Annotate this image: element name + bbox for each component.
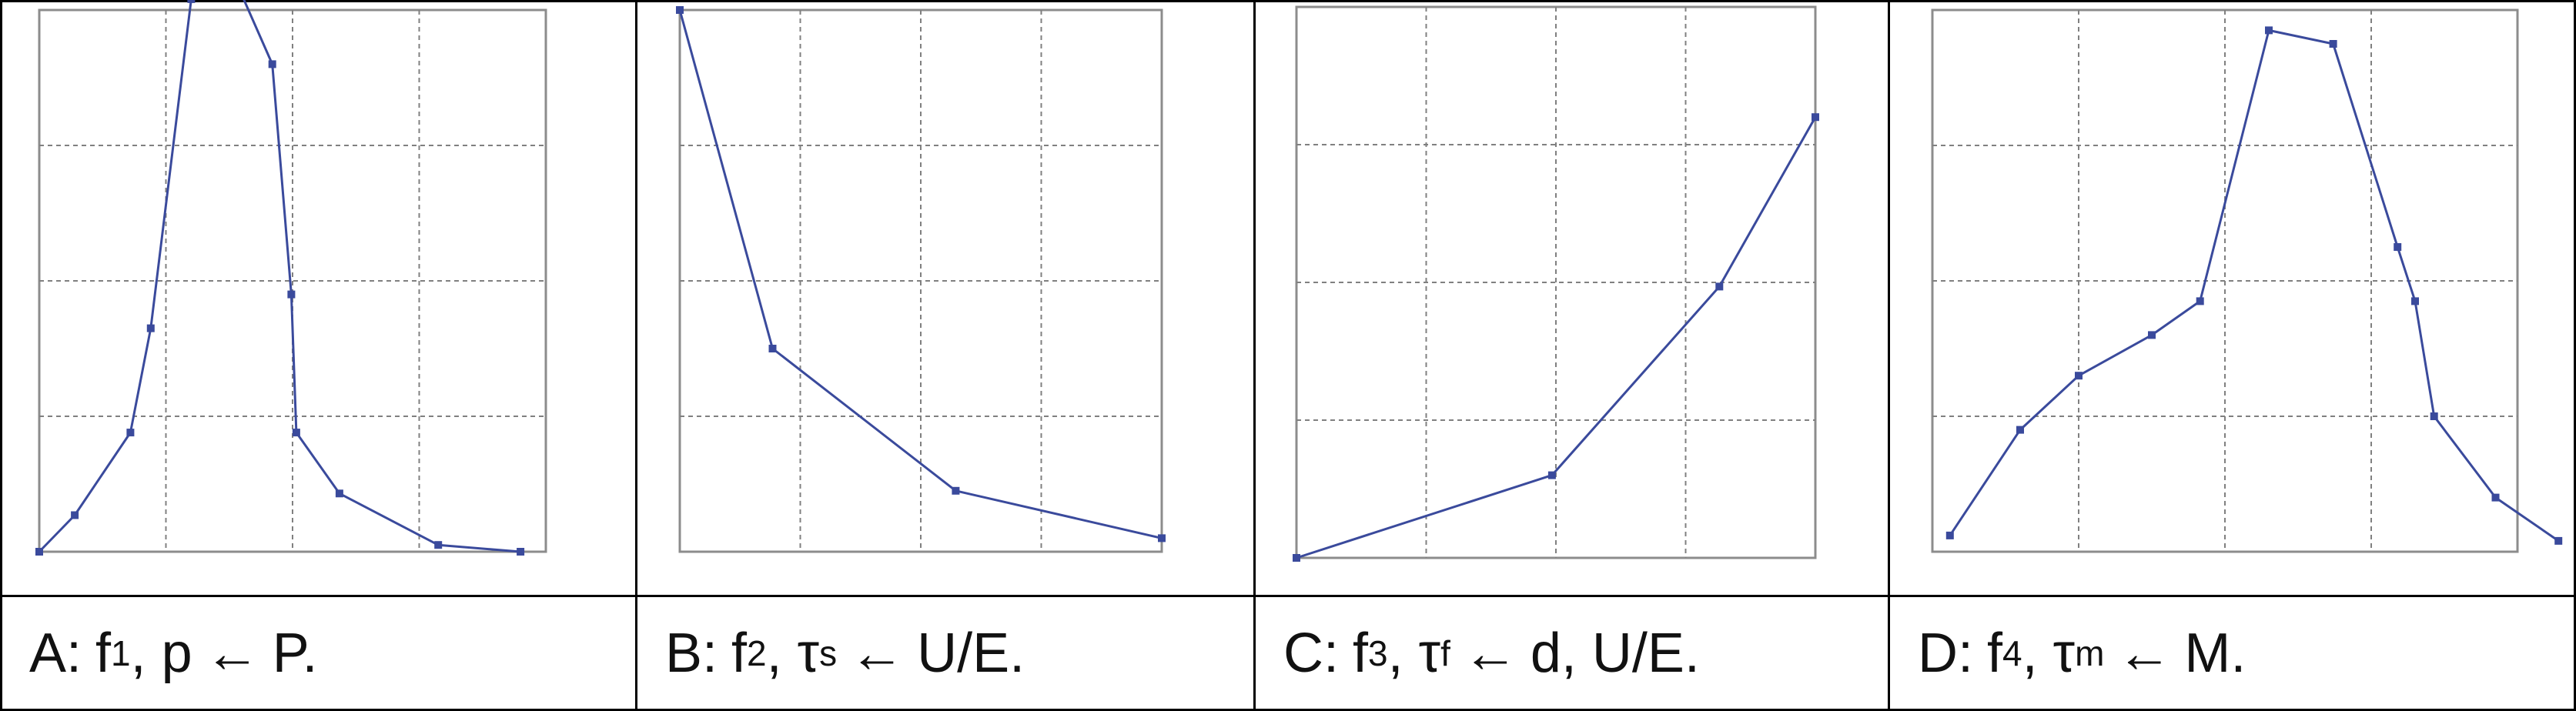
data-point (2411, 297, 2419, 305)
caption-subscript: s (819, 633, 838, 673)
data-point (2016, 426, 2024, 434)
data-point (2491, 493, 2500, 502)
caption-letter: A: (29, 622, 82, 684)
data-point (146, 324, 155, 332)
data-point (2329, 40, 2337, 48)
chart-a (35, 0, 548, 556)
data-point (292, 429, 300, 437)
chart-d-svg (1931, 8, 2563, 553)
caption-params: , p (130, 622, 192, 684)
data-point (1158, 534, 1166, 542)
caption-subscript: 2 (747, 633, 767, 673)
left-arrow-icon: ← (1462, 622, 1518, 684)
series-line (678, 9, 1163, 539)
left-arrow-icon: ← (2116, 622, 2173, 684)
caption-params: , τ (1387, 622, 1441, 684)
data-point (2394, 243, 2402, 251)
caption-target: P. (272, 622, 318, 684)
chart-c-svg (1293, 5, 1819, 562)
caption-letter: B: (665, 622, 718, 684)
data-point (2148, 331, 2156, 339)
caption-target: U/E. (917, 622, 1025, 684)
chart-a-svg (35, 0, 547, 556)
chart-b-svg (676, 6, 1166, 553)
caption-subscript: 4 (2002, 633, 2022, 673)
row-divider (0, 595, 2576, 597)
data-point (768, 345, 777, 352)
data-point (2075, 372, 2083, 380)
data-point (2265, 26, 2273, 35)
caption-subscript: m (2075, 633, 2105, 673)
caption-function: f (1353, 622, 1369, 684)
data-point (1547, 471, 1556, 479)
left-arrow-icon: ← (204, 622, 260, 684)
series-line (1296, 116, 1817, 559)
caption-subscript: 3 (1368, 633, 1388, 673)
caption-function: f (731, 622, 748, 684)
data-point (2196, 297, 2204, 305)
data-point (71, 511, 79, 519)
data-point (952, 486, 960, 495)
chart-b (676, 6, 1166, 554)
caption-target: M. (2184, 622, 2246, 684)
data-point (434, 541, 443, 549)
series-line (1949, 28, 2560, 542)
caption-letter: C: (1283, 622, 1339, 684)
data-point (126, 429, 135, 437)
data-point (1812, 113, 1819, 122)
chart-c (1293, 5, 1819, 562)
data-point (676, 6, 684, 14)
caption-params: , τ (2022, 622, 2076, 684)
data-point (2430, 412, 2438, 420)
caption-target: d, U/E. (1530, 622, 1700, 684)
data-point (287, 290, 296, 299)
column-divider (1253, 0, 1256, 711)
data-point (335, 489, 343, 498)
chart-d (1930, 8, 2563, 554)
left-arrow-icon: ← (849, 622, 905, 684)
caption-function: f (1987, 622, 2003, 684)
caption-subscript: 1 (111, 633, 131, 673)
caption-params: , τ (766, 622, 820, 684)
caption-letter: D: (1918, 622, 1973, 684)
data-point (2554, 536, 2563, 545)
data-point (268, 60, 276, 68)
data-point (517, 548, 525, 556)
column-divider (635, 0, 637, 711)
data-point (35, 548, 43, 556)
caption-function: f (95, 622, 112, 684)
caption-subscript: f (1440, 633, 1450, 673)
data-point (187, 0, 196, 3)
series-line (38, 0, 521, 553)
data-point (1945, 531, 1954, 539)
data-point (1293, 554, 1300, 562)
data-point (1715, 282, 1724, 291)
column-divider (1888, 0, 1890, 711)
